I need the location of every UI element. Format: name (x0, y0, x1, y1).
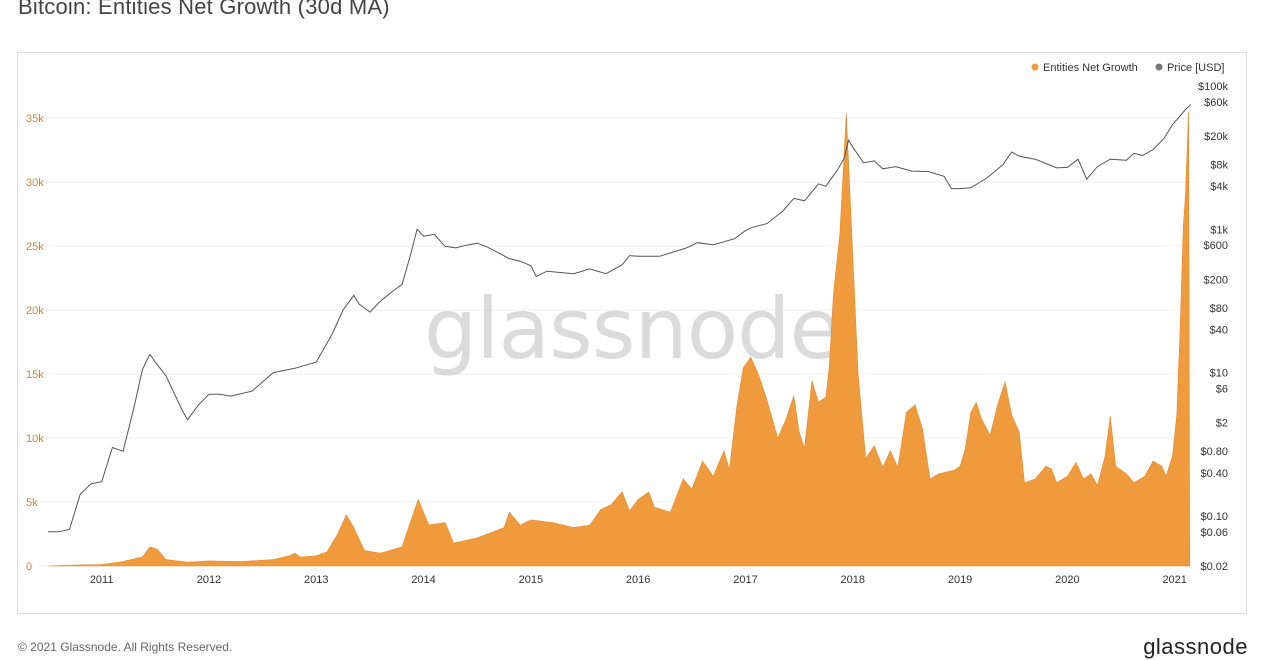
y-right-tick-label: $0.02 (1200, 561, 1228, 573)
y-left-tick-label: 0 (26, 561, 32, 573)
x-tick-label: 2020 (1055, 574, 1079, 586)
growth-area-layer (47, 111, 1191, 567)
x-tick-label: 2011 (90, 574, 114, 586)
legend[interactable]: Entities Net Growth Price [USD] (1031, 62, 1225, 74)
chart-svg: glassnode 0 5k 10k 15k 20k 25k 30k 35k $100k $60k… (26, 62, 1228, 586)
y-left-tick-label: 20k (26, 305, 44, 317)
watermark-text: glassnode (424, 280, 840, 378)
x-tick-label: 2019 (948, 574, 972, 586)
y-right-tick-label: $100k (1198, 81, 1228, 93)
axis-ticks: 0 5k 10k 15k 20k 25k 30k 35k $100k $60k $20k $8k $4k… (26, 81, 1228, 586)
y-left-tick-label: 5k (26, 497, 38, 509)
price-line-layer (48, 104, 1192, 533)
x-tick-label: 2012 (197, 574, 221, 586)
legend-marker (1031, 63, 1039, 71)
page-title: Bitcoin: Entities Net Growth (30d MA) (18, 0, 390, 19)
y-right-tick-label: $60k (1204, 97, 1228, 109)
y-left-tick-label: 35k (26, 113, 44, 125)
x-tick-label: 2014 (411, 574, 435, 586)
chart-container: glassnode 0 5k 10k 15k 20k 25k 30k 35k $100k $60k… (17, 52, 1247, 614)
legend-label: Price [USD] (1167, 62, 1224, 74)
y-right-tick-label: $0.10 (1200, 511, 1228, 523)
y-right-tick-label: $4k (1210, 181, 1228, 193)
copyright-text: © 2021 Glassnode. All Rights Reserved. (18, 640, 233, 654)
y-right-tick-label: $1k (1210, 224, 1228, 236)
x-tick-label: 2016 (626, 574, 650, 586)
grid-lines (38, 117, 1194, 567)
y-right-tick-label: $20k (1204, 131, 1228, 143)
y-right-tick-label: $8k (1210, 160, 1228, 172)
y-right-tick-label: $200 (1204, 274, 1228, 286)
y-right-tick-label: $0.40 (1200, 468, 1228, 480)
y-left-tick-label: 30k (26, 177, 44, 189)
y-left-tick-label: 25k (26, 241, 44, 253)
x-tick-label: 2015 (519, 574, 543, 586)
x-tick-label: 2021 (1162, 574, 1186, 586)
x-tick-label: 2017 (733, 574, 757, 586)
y-right-tick-label: $6 (1216, 384, 1228, 396)
y-right-tick-label: $80 (1210, 303, 1228, 315)
y-left-tick-label: 15k (26, 369, 44, 381)
y-right-tick-label: $0.80 (1200, 446, 1228, 458)
brand-logo-text[interactable]: glassnode (1143, 634, 1248, 659)
growth-area (47, 111, 1191, 567)
x-tick-label: 2013 (304, 574, 328, 586)
legend-marker (1155, 63, 1163, 71)
y-right-tick-label: $10 (1210, 368, 1228, 380)
y-left-tick-label: 10k (26, 433, 44, 445)
y-right-tick-label: $40 (1210, 324, 1228, 336)
y-right-tick-label: $2 (1216, 418, 1228, 430)
x-tick-label: 2018 (841, 574, 865, 586)
y-right-tick-label: $0.06 (1200, 527, 1228, 539)
legend-label: Entities Net Growth (1043, 62, 1138, 74)
y-right-tick-label: $600 (1204, 240, 1228, 252)
price-line (48, 104, 1192, 533)
